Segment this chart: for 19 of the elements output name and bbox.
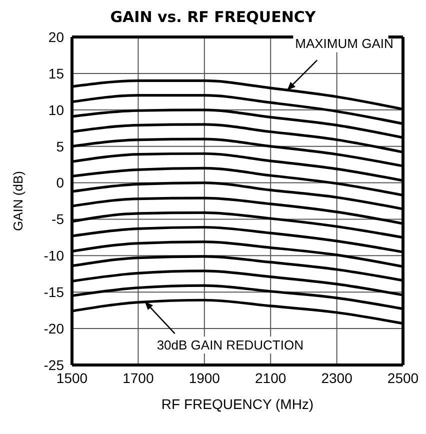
- y-tick-label: 15: [48, 65, 64, 82]
- annotation: MAXIMUM GAIN: [295, 36, 394, 52]
- x-tick-label: 1700: [122, 370, 154, 386]
- y-tick-label: 20: [48, 28, 64, 45]
- annotation: 30dB GAIN REDUCTION: [156, 338, 304, 353]
- chart-title: GAIN vs. RF FREQUENCY: [109, 8, 317, 26]
- y-tick-label: -5: [52, 211, 64, 228]
- x-tick-label: 1900: [188, 370, 220, 386]
- y-tick-label: -20: [44, 320, 64, 337]
- y-tick-label: -10: [44, 248, 64, 264]
- y-tick-label: 0: [56, 174, 64, 191]
- x-tick-label: 2500: [387, 370, 419, 386]
- x-tick-label: 2100: [255, 370, 286, 386]
- y-tick-label: 10: [48, 102, 64, 118]
- y-tick-label: -15: [44, 284, 64, 300]
- y-axis-title: GAIN (dB): [10, 171, 26, 231]
- y-tick-label: 5: [56, 138, 64, 154]
- x-tick-label: 2300: [321, 370, 353, 386]
- x-axis-title: RF FREQUENCY (MHz): [161, 396, 314, 412]
